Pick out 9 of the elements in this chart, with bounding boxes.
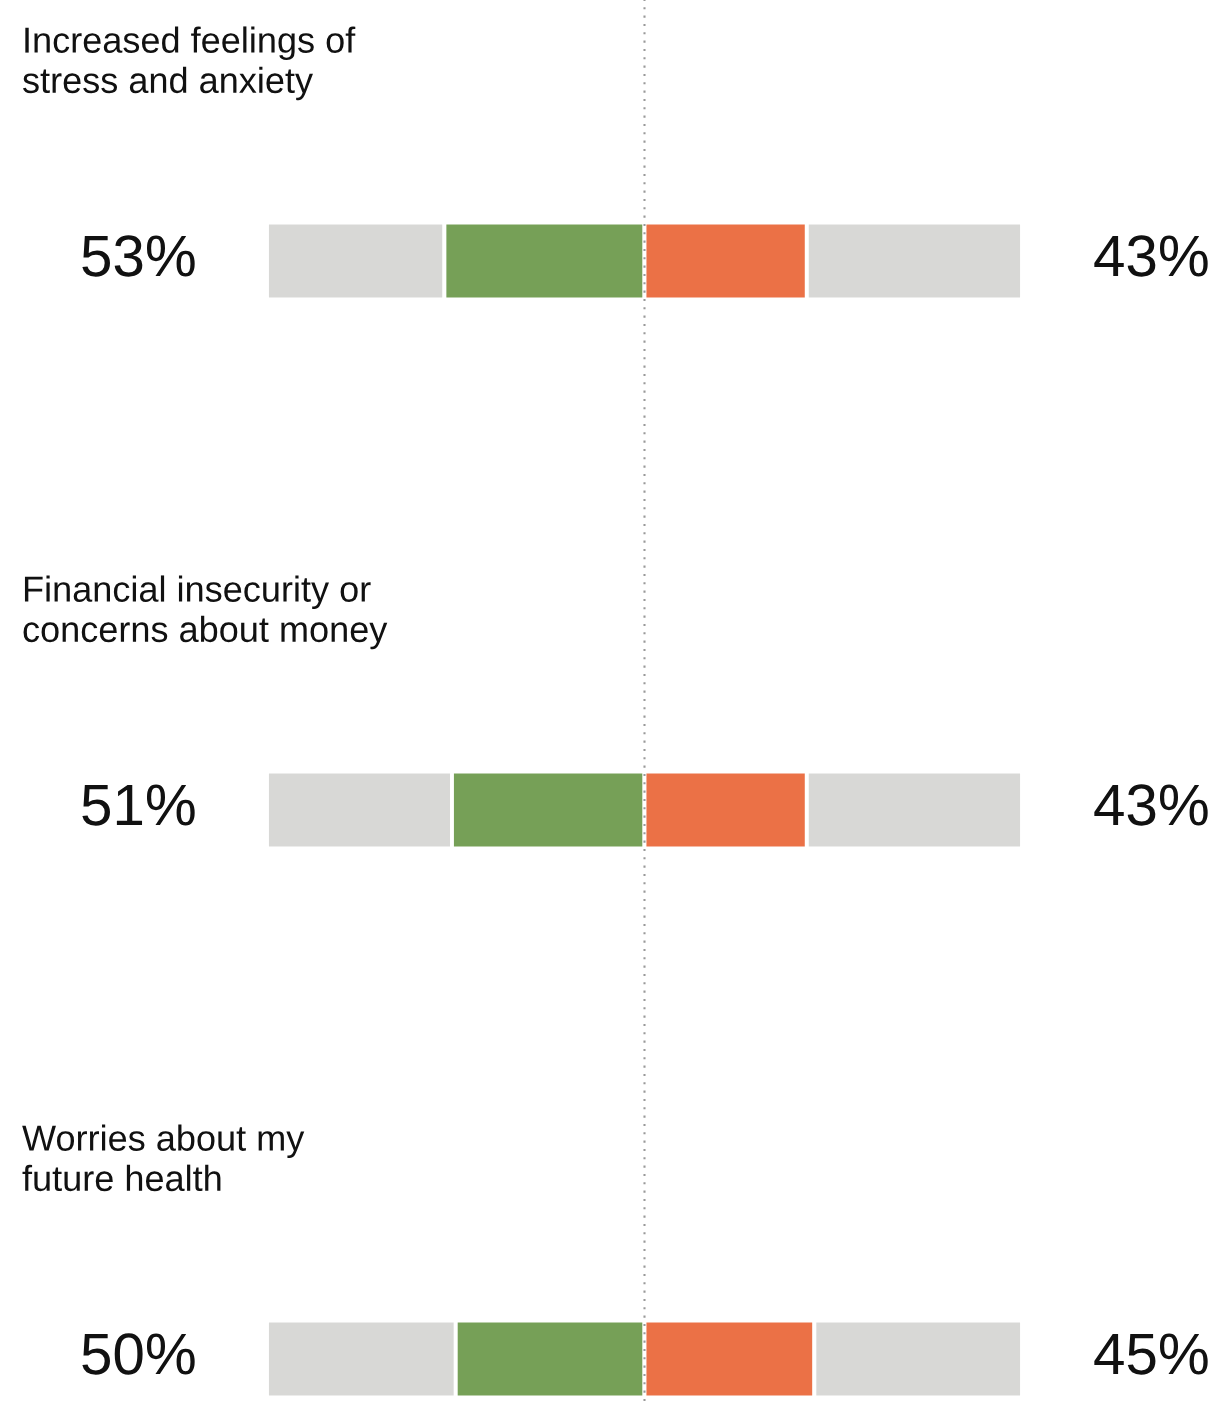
y-tick-label: Financial insecurity or concerns about money xyxy=(23,575,388,650)
y-tick-label: Increased feelings of stress and anxiety xyxy=(23,26,356,101)
data-label: 51% xyxy=(82,784,195,826)
data-label: 50% xyxy=(82,1333,195,1375)
data-label: 43% xyxy=(1094,235,1208,277)
data-label: 45% xyxy=(1094,1333,1208,1375)
data-label: 53% xyxy=(82,235,195,277)
y-tick-label: Worries about my future health xyxy=(22,1124,305,1192)
data-label: 43% xyxy=(1094,784,1208,826)
